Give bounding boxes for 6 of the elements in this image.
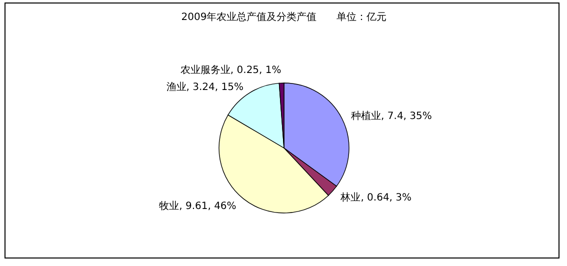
slice-label: 种植业, 7.4, 35% (351, 110, 432, 122)
slice-label: 林业, 0.64, 3% (340, 191, 412, 204)
chart-title: 2009年农业总产值及分类产值 单位：亿元 (181, 11, 387, 23)
slice-label: 农业服务业, 0.25, 1% (180, 64, 282, 76)
slice-label: 牧业, 9.61, 46% (159, 200, 236, 212)
slice-label: 渔业, 3.24, 15% (166, 80, 244, 93)
